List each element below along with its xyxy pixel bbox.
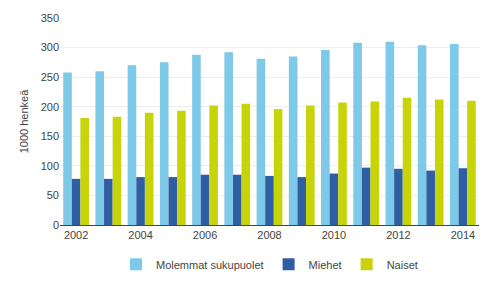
svg-text:Naiset: Naiset [387,259,418,271]
svg-text:2014: 2014 [451,229,475,241]
svg-text:350: 350 [41,12,59,24]
svg-text:Molemmat sukupuolet: Molemmat sukupuolet [156,259,264,271]
svg-text:2010: 2010 [322,229,346,241]
svg-text:2008: 2008 [257,229,281,241]
svg-text:250: 250 [41,71,59,83]
svg-text:2006: 2006 [193,229,217,241]
svg-text:2012: 2012 [386,229,410,241]
svg-text:1000 henkeä: 1000 henkeä [18,89,30,153]
svg-text:50: 50 [47,189,59,201]
svg-text:150: 150 [41,130,59,142]
svg-text:200: 200 [41,101,59,113]
svg-text:300: 300 [41,41,59,53]
svg-text:0: 0 [53,219,59,231]
svg-text:Miehet: Miehet [309,259,342,271]
svg-text:2004: 2004 [128,229,152,241]
svg-text:100: 100 [41,160,59,172]
svg-text:2002: 2002 [64,229,88,241]
